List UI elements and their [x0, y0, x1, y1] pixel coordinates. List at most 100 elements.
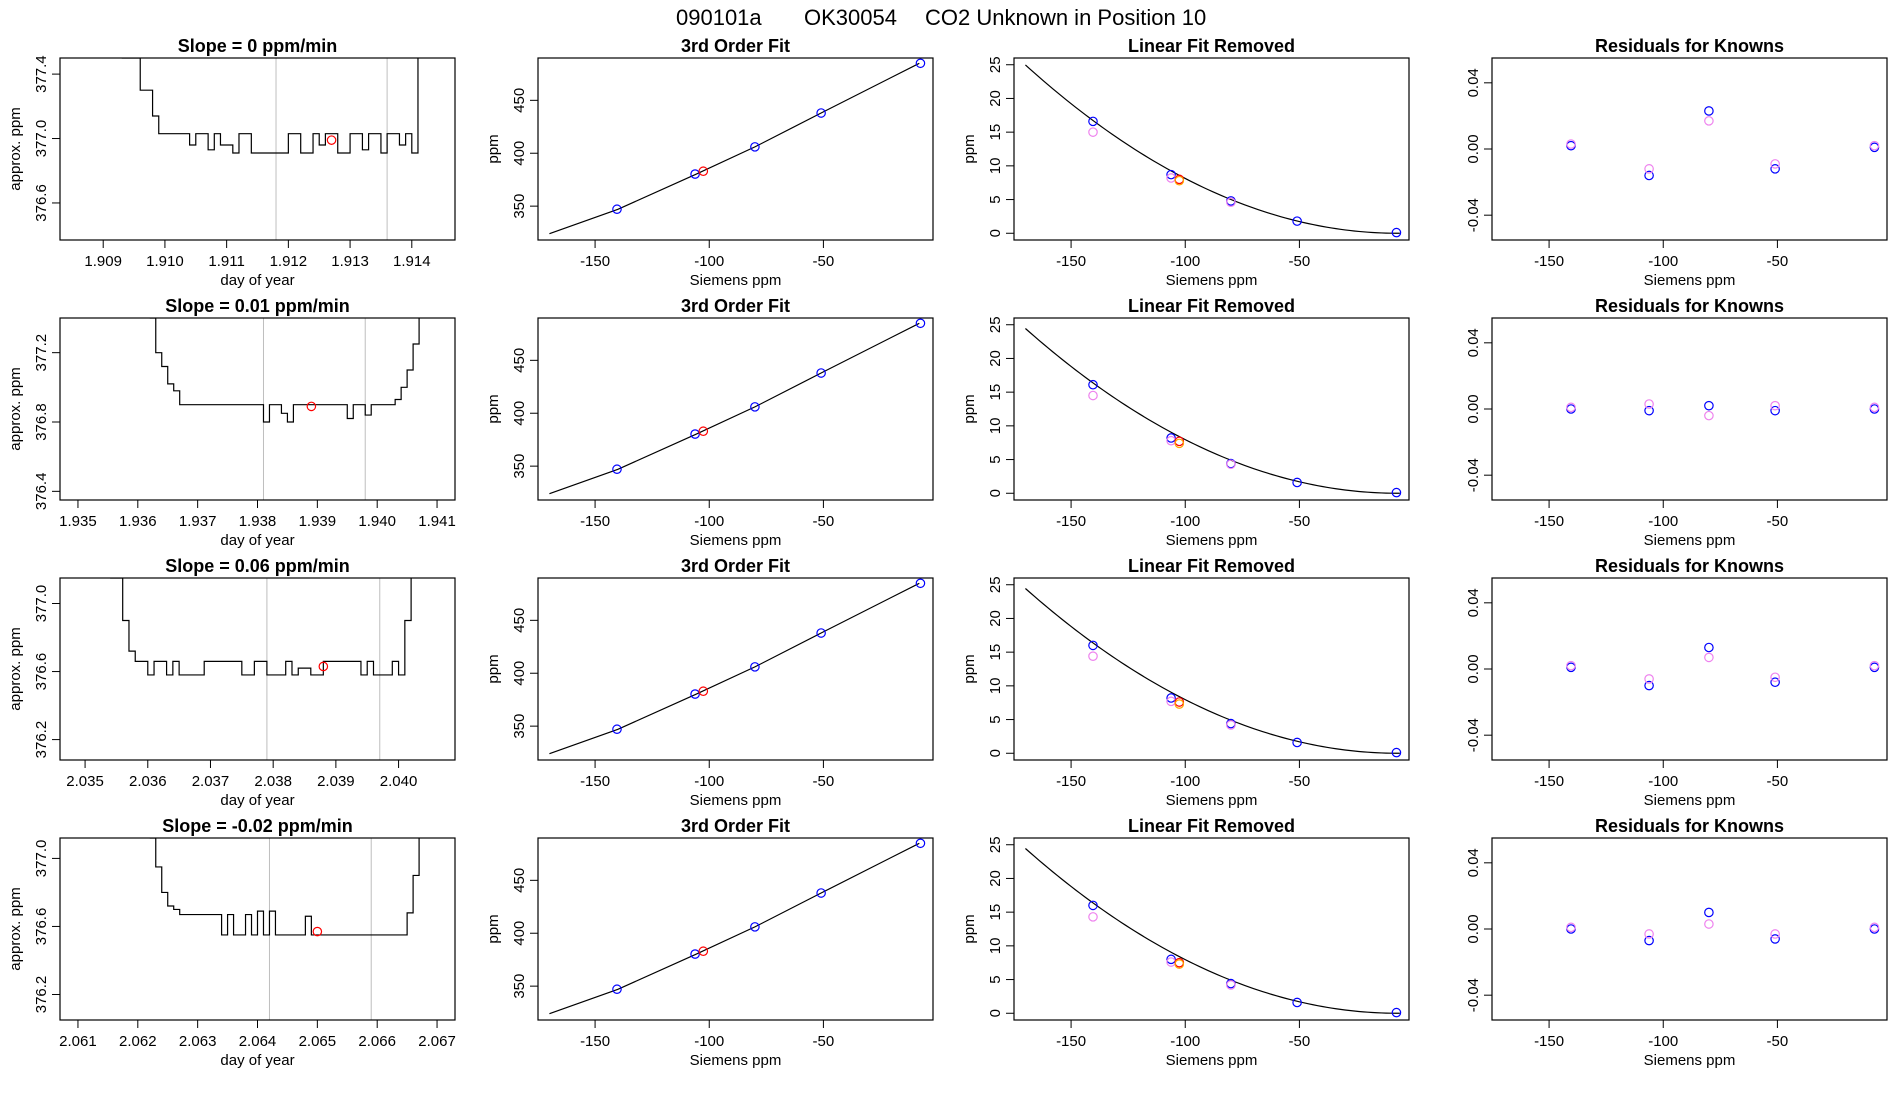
data-point-violet — [1226, 980, 1236, 990]
data-point-red — [698, 946, 709, 957]
plot-frame — [537, 577, 934, 761]
data-point-blue — [1166, 169, 1176, 180]
y-tick-label: 350 — [511, 714, 528, 739]
y-tick-label: 5 — [987, 975, 1004, 983]
plot-frame — [59, 57, 456, 241]
plot-frame — [59, 577, 456, 761]
plot-frame — [59, 837, 456, 1021]
x-tick-label: 2.036 — [129, 773, 167, 790]
x-axis-label: Siemens ppm — [1166, 1052, 1258, 1069]
x-tick-label: 1.910 — [146, 253, 184, 270]
panel-linear-fit-removed-row-1: Linear Fit Removed -150 -100 -50 Siemens ppm… — [961, 296, 1410, 549]
y-tick-label: 10 — [987, 418, 1004, 435]
panel-third-order-fit-row-1: 3rd Order Fit -150 -100 -50 Siemens ppm 350 40… — [485, 296, 934, 549]
data-point-violet — [1566, 402, 1576, 413]
plot-frame — [1013, 577, 1410, 761]
panel-title: Residuals for Knowns — [1595, 296, 1784, 316]
panel-title: Linear Fit Removed — [1128, 296, 1295, 316]
plot-area — [149, 318, 420, 500]
data-point-red — [1174, 436, 1185, 447]
plot-area — [1025, 64, 1402, 238]
data-point-blue — [1088, 116, 1098, 127]
data-point-violet — [1644, 399, 1654, 409]
data-point-violet — [1869, 402, 1880, 413]
y-tick-label: 10 — [987, 938, 1004, 955]
data-point-blue — [1088, 640, 1098, 651]
x-tick-label: 1.911 — [208, 253, 244, 270]
y-tick-label: 5 — [987, 195, 1004, 203]
data-point-blue — [690, 429, 700, 439]
data-point-violet — [1704, 410, 1714, 421]
panel-title: Residuals for Knowns — [1595, 816, 1784, 836]
y-axis-label: ppm — [485, 134, 502, 163]
data-point-blue — [1088, 379, 1098, 390]
data-point-red — [698, 426, 709, 437]
data-point-blue — [1292, 737, 1302, 748]
x-tick-label: -100 — [694, 253, 724, 270]
data-point-blue — [1770, 934, 1780, 944]
panel-title: Slope = 0 ppm/min — [178, 36, 338, 56]
data-point-orange — [1174, 959, 1185, 969]
y-tick-label: 0 — [987, 749, 1004, 757]
data-point-blue — [1770, 405, 1780, 416]
data-point-violet — [1770, 159, 1780, 169]
header-tank-id: OK30054 — [804, 5, 897, 30]
data-point-blue — [612, 724, 622, 735]
panel-time-series-row-3: Slope = -0.02 ppm/min 2.061 2.062 2.063 2.06… — [7, 816, 456, 1069]
residual-curve — [1025, 64, 1400, 234]
y-tick-label: -0.04 — [1465, 198, 1482, 232]
data-point-blue — [1391, 747, 1402, 758]
y-tick-label: 15 — [987, 124, 1004, 141]
plot-frame — [537, 317, 934, 501]
x-tick-label: 1.912 — [270, 253, 308, 270]
data-point-blue — [690, 689, 700, 699]
y-tick-label: 376.6 — [33, 908, 50, 946]
x-tick-label: 1.941 — [418, 513, 456, 530]
data-point-violet — [1566, 922, 1576, 933]
x-tick-label: -150 — [580, 773, 610, 790]
panel-time-series-row-2: Slope = 0.06 ppm/min 2.035 2.036 2.037 2.038… — [7, 556, 456, 809]
y-tick-label: -0.04 — [1465, 978, 1482, 1012]
data-point-violet — [1566, 139, 1576, 149]
y-tick-label: 0 — [987, 1009, 1004, 1017]
y-tick-label: 20 — [987, 90, 1004, 107]
y-tick-label: 20 — [987, 350, 1004, 367]
unknown-marker — [326, 135, 337, 145]
header-description: CO2 Unknown in Position 10 — [925, 5, 1206, 30]
x-tick-label: -100 — [694, 513, 724, 530]
panel-residuals-row-3: Residuals for Knowns -150 -100 -50 Siemens p… — [1465, 816, 1888, 1069]
x-tick-label: 1.936 — [119, 513, 157, 530]
data-point-violet — [1770, 672, 1780, 683]
data-point-orange — [1174, 438, 1185, 449]
x-axis-label: day of year — [220, 792, 294, 809]
data-point-blue — [915, 838, 926, 849]
data-point-violet — [1704, 919, 1714, 929]
data-point-blue — [1644, 680, 1654, 691]
y-tick-label: 0.00 — [1465, 394, 1482, 423]
panel-third-order-fit-row-2: 3rd Order Fit -150 -100 -50 Siemens ppm 350 40… — [485, 556, 934, 809]
plot-area — [549, 838, 926, 1015]
data-point-red — [698, 166, 709, 177]
plot-frame — [1013, 317, 1410, 501]
x-tick-label: -150 — [1534, 773, 1564, 790]
fit-curve — [549, 842, 920, 1015]
plot-area — [549, 58, 926, 235]
data-point-violet — [1770, 929, 1780, 939]
data-point-blue — [690, 949, 700, 959]
data-point-blue — [915, 318, 926, 329]
data-point-blue — [1292, 997, 1302, 1008]
x-tick-label: -150 — [1534, 513, 1564, 530]
y-tick-label: 15 — [987, 904, 1004, 921]
x-tick-label: 2.063 — [179, 1033, 217, 1050]
data-point-blue — [1166, 433, 1176, 443]
x-tick-label: 2.038 — [254, 773, 292, 790]
data-point-violet — [1088, 651, 1098, 661]
x-axis-label: day of year — [220, 272, 294, 289]
y-tick-label: 450 — [511, 868, 528, 893]
y-axis-label: ppm — [485, 394, 502, 423]
unknown-marker — [312, 926, 323, 937]
data-point-violet — [1088, 390, 1098, 401]
y-tick-label: 450 — [511, 88, 528, 113]
panel-linear-fit-removed-row-0: Linear Fit Removed -150 -100 -50 Siemens ppm… — [961, 36, 1410, 289]
y-tick-label: -0.04 — [1465, 458, 1482, 492]
